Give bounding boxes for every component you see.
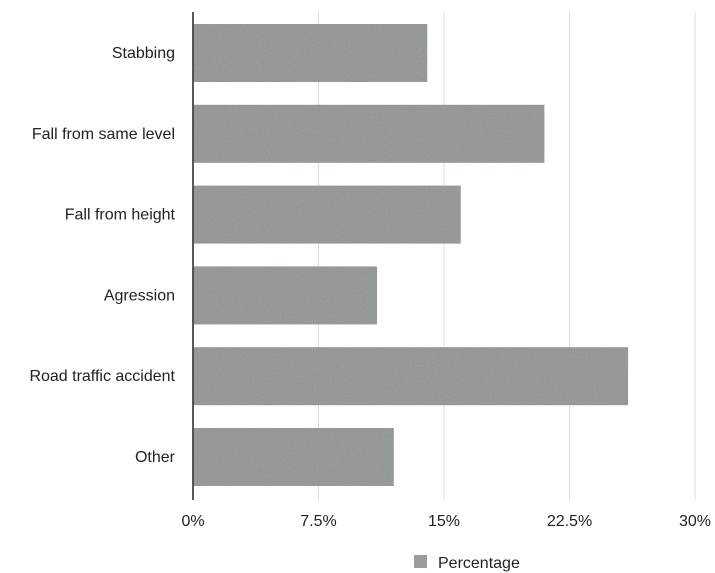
legend-swatch: [414, 555, 427, 568]
bar: [193, 185, 461, 244]
x-tick-label: 7.5%: [300, 513, 336, 530]
x-tick-label: 15%: [428, 513, 460, 530]
bar: [193, 428, 394, 486]
x-tick-label: 22.5%: [547, 513, 592, 530]
category-labels: Stabbing Fall from same level Fall from he…: [29, 45, 175, 466]
category-label: Stabbing: [112, 45, 175, 62]
bar: [193, 347, 629, 406]
bar: [193, 24, 428, 82]
category-label: Road traffic accident: [29, 368, 175, 385]
x-tick-label: 0%: [181, 513, 204, 530]
legend: Percentage: [414, 555, 520, 572]
grid-lines: [318, 12, 696, 500]
category-label: Fall from same level: [32, 126, 175, 143]
x-tick-label: 30%: [679, 513, 711, 530]
bars: [193, 24, 629, 486]
category-label: Agression: [104, 287, 175, 304]
legend-label: Percentage: [438, 555, 520, 572]
category-label: Fall from height: [65, 207, 176, 224]
bar: [193, 266, 378, 325]
x-tick-labels: 0% 7.5% 15% 22.5% 30%: [181, 513, 711, 530]
bar: [193, 104, 545, 163]
category-label: Other: [135, 449, 176, 466]
